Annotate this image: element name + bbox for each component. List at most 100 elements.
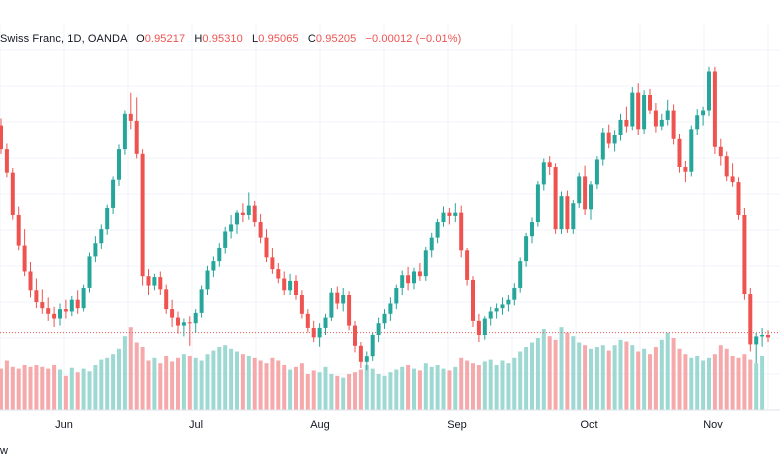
candle-body — [736, 182, 741, 215]
candle-body — [653, 110, 658, 127]
candle-body — [600, 132, 605, 160]
candle-body — [512, 287, 517, 300]
candle-body — [52, 313, 57, 319]
high-label: H — [194, 33, 203, 45]
candle-body — [447, 212, 452, 216]
candle-body — [176, 317, 180, 326]
candle-body — [111, 179, 116, 208]
candle-body — [99, 229, 104, 244]
volume-bar — [524, 347, 529, 410]
volume-bar — [500, 360, 505, 410]
volume-bar — [441, 368, 446, 410]
change-value: −0.00012 (−0.01%) — [365, 33, 462, 45]
candle-body — [341, 295, 346, 304]
candle-body — [105, 207, 110, 230]
volume-bar — [187, 356, 192, 410]
volume-bar — [606, 350, 611, 410]
volume-bar — [754, 363, 759, 410]
candle-body — [16, 215, 21, 246]
candle-body — [58, 309, 62, 319]
candle-body — [724, 156, 729, 177]
candle-body — [10, 172, 15, 215]
candle-body — [276, 269, 281, 279]
volume-bar — [128, 327, 133, 410]
volume-bar — [712, 354, 717, 410]
candle-body — [305, 313, 310, 328]
candle-body — [335, 292, 340, 304]
volume-bar — [28, 366, 33, 410]
candle-body — [288, 280, 293, 291]
volume-bar — [736, 357, 741, 410]
candle-body — [760, 335, 765, 337]
volume-bar — [683, 354, 688, 410]
candle-body — [40, 302, 45, 309]
low-label: L — [252, 33, 259, 45]
volume-bar — [246, 356, 251, 410]
volume-bar — [594, 347, 599, 410]
volume-bar — [724, 348, 729, 410]
volume-bar — [701, 360, 706, 410]
volume-bar — [565, 332, 570, 410]
volume-bar — [40, 366, 45, 410]
volume-bar — [199, 360, 204, 410]
ohlc-legend: Swiss Franc, 1D, OANDA O0.95217 H0.95310… — [0, 33, 461, 45]
candle-body — [524, 236, 529, 262]
volume-bar — [618, 339, 623, 410]
volume-bar — [193, 357, 198, 410]
candle-body — [412, 271, 416, 284]
volume-bar — [282, 365, 287, 410]
volume-bar — [146, 360, 151, 410]
volume-bar — [305, 374, 310, 410]
candle-body — [152, 277, 157, 286]
candle-body — [624, 119, 629, 127]
candle-body — [707, 71, 711, 111]
volume-bar — [105, 357, 110, 410]
candle-body — [712, 71, 717, 147]
volume-bar — [624, 341, 629, 410]
volume-bar — [34, 365, 39, 410]
candle-body — [630, 92, 635, 127]
candle-body — [659, 119, 664, 127]
volume-bar — [323, 366, 328, 410]
volume-bar — [176, 357, 180, 410]
candle-body — [506, 299, 511, 305]
candle-body — [199, 289, 204, 313]
volume-bar — [358, 369, 363, 410]
volume-bar — [417, 370, 422, 410]
volume-bar — [264, 363, 269, 410]
candle-body — [435, 222, 440, 238]
candle-body — [252, 205, 257, 223]
volume-bar — [394, 369, 399, 410]
volume-bar — [435, 365, 440, 410]
candle-body — [22, 245, 27, 272]
candle-body — [229, 224, 234, 232]
candle-body — [683, 167, 688, 172]
volume-bar — [659, 339, 664, 410]
volume-bar — [707, 357, 711, 410]
candle-body — [87, 256, 92, 288]
volume-bar — [748, 359, 753, 410]
candle-body — [612, 135, 617, 144]
volume-bar — [370, 368, 375, 410]
volume-bar — [4, 360, 9, 410]
volume-bar — [69, 367, 74, 410]
volume-bar — [612, 345, 617, 410]
volume-bar — [553, 339, 558, 410]
volume-bar — [476, 365, 481, 410]
candle-body — [370, 335, 375, 357]
candle-body — [471, 279, 475, 321]
candle-body — [329, 292, 334, 318]
month-tick-nov: Nov — [703, 419, 723, 431]
candle-body — [441, 212, 446, 223]
candle-body — [299, 295, 304, 314]
volume-bar — [87, 371, 92, 410]
volume-bar — [75, 372, 80, 410]
candle-body — [571, 203, 576, 230]
candle-body — [476, 320, 481, 335]
low-value: 0.95065 — [258, 33, 299, 45]
high-value: 0.95310 — [202, 33, 243, 45]
candle-body — [270, 257, 275, 270]
candle-body — [577, 176, 582, 204]
candle-body — [618, 119, 623, 135]
